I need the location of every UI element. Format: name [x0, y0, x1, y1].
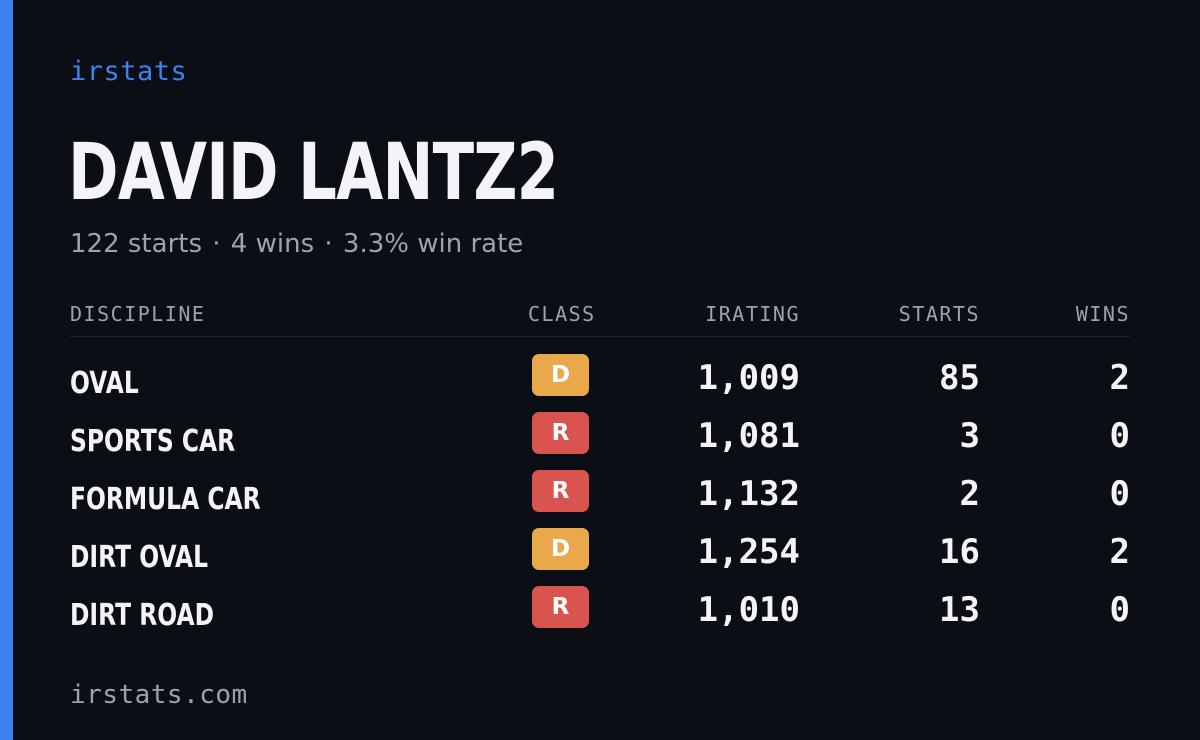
- header-starts: STARTS: [898, 302, 980, 326]
- wins-value: 2: [1109, 358, 1130, 398]
- footer-url[interactable]: irstats.com: [70, 680, 248, 710]
- discipline-name: DIRT OVAL: [70, 540, 209, 575]
- table-body: OVAL D 1,009 85 2 SPORTS CAR R 1,081 3 0…: [70, 337, 1130, 644]
- irating-value: 1,010: [697, 590, 800, 630]
- starts-value: 85: [939, 358, 980, 398]
- header-class: CLASS: [528, 302, 596, 326]
- wins-value: 2: [1109, 532, 1130, 572]
- wins-value: 0: [1109, 590, 1130, 630]
- class-badge: D: [532, 354, 589, 396]
- driver-name: DAVID LANTZ2: [68, 128, 559, 218]
- irating-value: 1,132: [697, 474, 800, 514]
- table-header: DISCIPLINE CLASS IRATING STARTS WINS: [70, 300, 1130, 337]
- summary-separator: ·: [324, 229, 333, 259]
- table-row: OVAL D 1,009 85 2: [70, 354, 1130, 412]
- irating-value: 1,081: [697, 416, 800, 456]
- wins-value: 0: [1109, 416, 1130, 456]
- discipline-name: SPORTS CAR: [70, 424, 236, 459]
- header-wins: WINS: [1075, 302, 1130, 326]
- discipline-name: FORMULA CAR: [70, 482, 261, 517]
- header-irating: IRATING: [705, 302, 800, 326]
- brand-logo-text[interactable]: irstats: [70, 56, 188, 87]
- table-row: FORMULA CAR R 1,132 2 0: [70, 470, 1130, 528]
- starts-value: 2: [959, 474, 980, 514]
- discipline-name: DIRT ROAD: [70, 598, 215, 633]
- class-badge: D: [532, 528, 589, 570]
- starts-summary: 122 starts: [70, 229, 202, 259]
- starts-value: 16: [939, 532, 980, 572]
- irating-value: 1,009: [697, 358, 800, 398]
- header-discipline: DISCIPLINE: [70, 302, 206, 326]
- class-badge: R: [532, 412, 589, 454]
- table-row: DIRT OVAL D 1,254 16 2: [70, 528, 1130, 586]
- starts-value: 3: [959, 416, 980, 456]
- wins-value: 0: [1109, 474, 1130, 514]
- table-row: SPORTS CAR R 1,081 3 0: [70, 412, 1130, 470]
- driver-summary: 122 starts · 4 wins · 3.3% win rate: [70, 229, 523, 259]
- license-table: DISCIPLINE CLASS IRATING STARTS WINS OVA…: [70, 300, 1130, 644]
- win-rate-summary: 3.3% win rate: [342, 229, 524, 259]
- table-row: DIRT ROAD R 1,010 13 0: [70, 586, 1130, 644]
- irating-value: 1,254: [697, 532, 800, 572]
- summary-separator: ·: [212, 229, 221, 259]
- accent-bar: [0, 0, 13, 740]
- discipline-name: OVAL: [70, 366, 139, 401]
- starts-value: 13: [939, 590, 980, 630]
- wins-summary: 4 wins: [230, 229, 315, 259]
- class-badge: R: [532, 586, 589, 628]
- class-badge: R: [532, 470, 589, 512]
